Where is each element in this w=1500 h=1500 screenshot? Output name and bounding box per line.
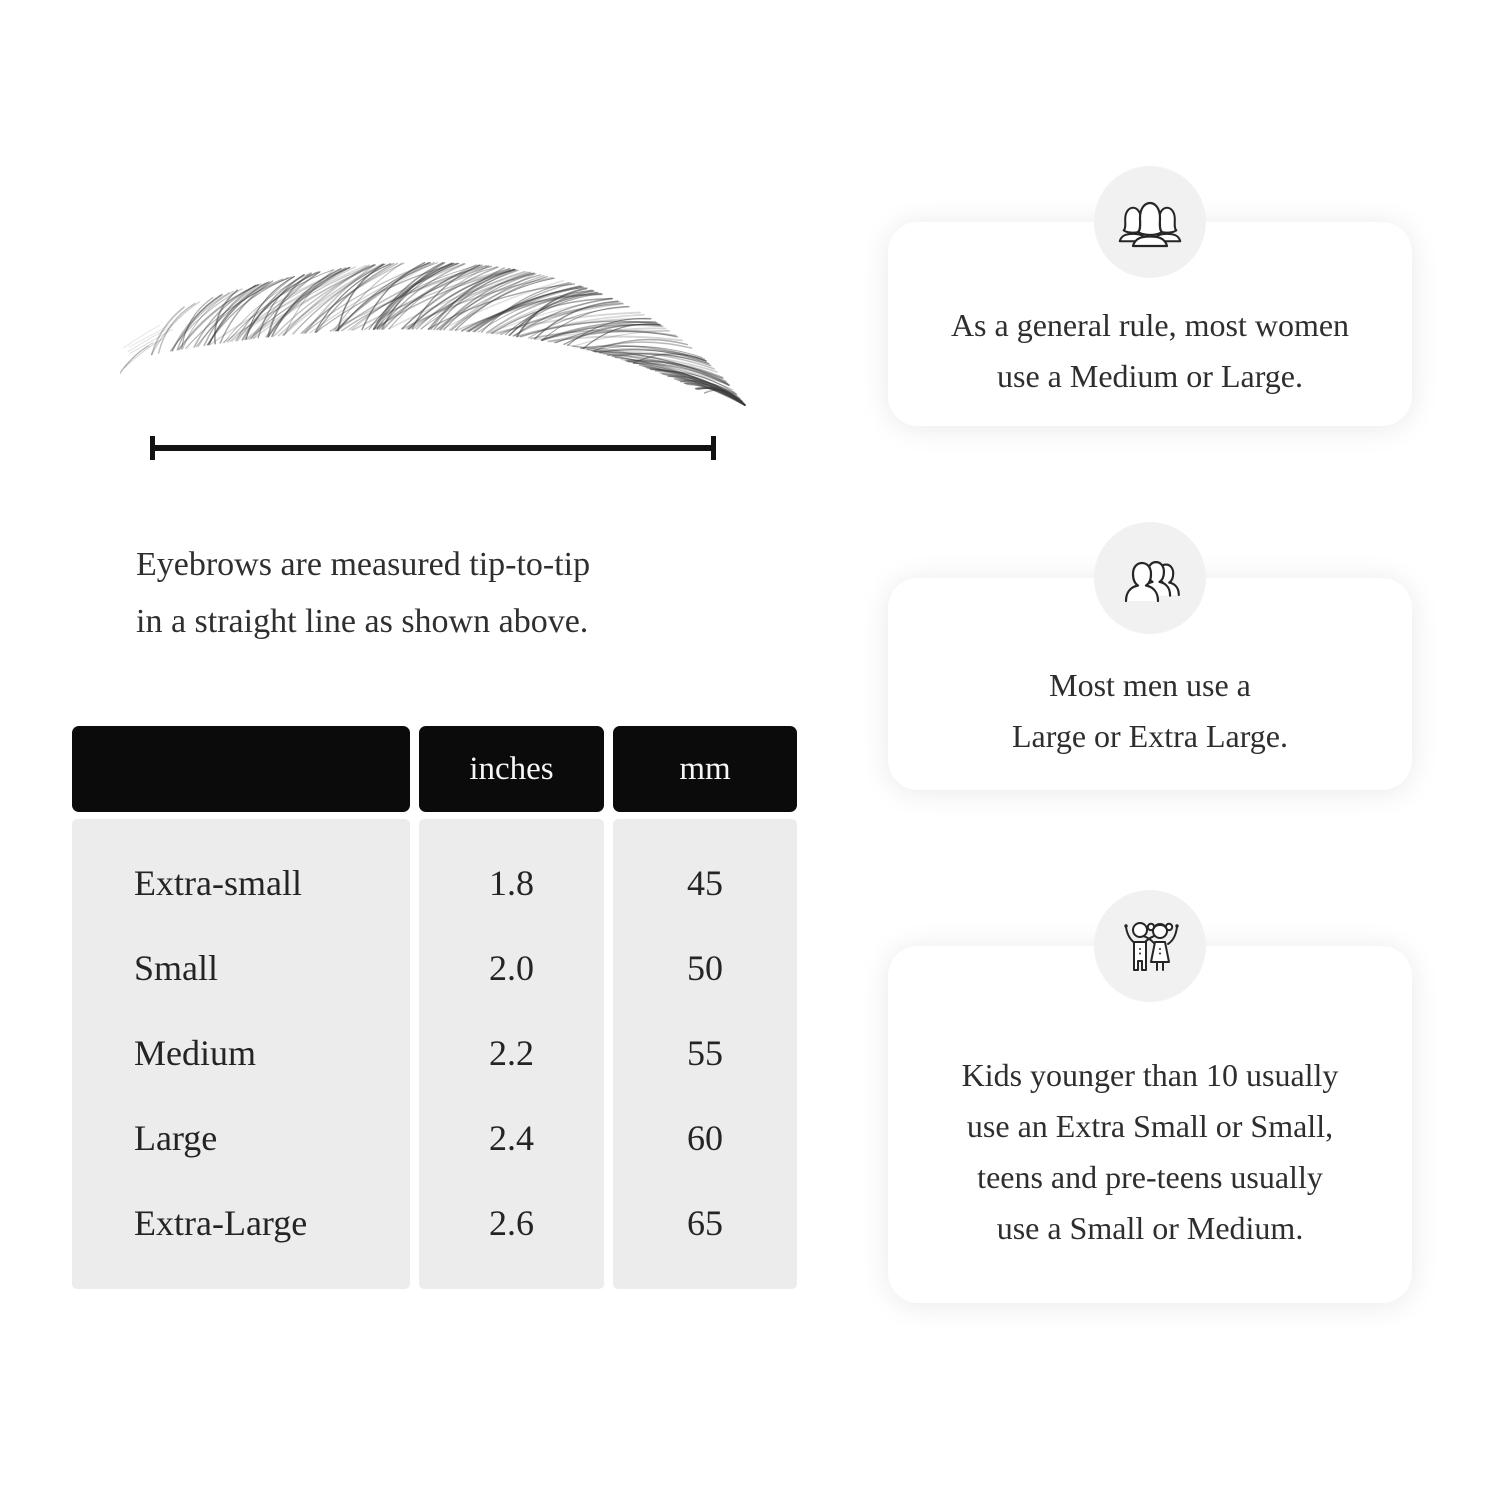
table-cell-label: Extra-small	[134, 862, 302, 903]
table-cell-inches: 2.6	[489, 1202, 534, 1243]
kids-icon	[1124, 922, 1179, 971]
table-cell-label: Extra-Large	[134, 1202, 308, 1243]
caption-line-2: in a straight line as shown above.	[136, 603, 589, 640]
table-cell-mm: 50	[687, 947, 723, 988]
info-card-women: As a general rule, most women use a Medi…	[888, 166, 1412, 426]
eyebrow-illustration	[120, 261, 746, 407]
table-cell-label: Medium	[134, 1032, 256, 1073]
measurement-caption: Eyebrows are measured tip-to-tip in a st…	[136, 536, 590, 650]
caption-line-1: Eyebrows are measured tip-to-tip	[136, 546, 591, 583]
table-cell-inches: 2.4	[489, 1117, 534, 1158]
measurement-line-right-cap	[711, 436, 716, 460]
header-cell-mm: mm	[613, 726, 797, 812]
table-cell-mm: 65	[687, 1202, 723, 1243]
table-cell-inches: 2.2	[489, 1032, 534, 1073]
measurement-line-left-cap	[150, 436, 155, 460]
table-cell-inches: 2.0	[489, 947, 534, 988]
size-table-column-inches: 1.8 2.0 2.2 2.4 2.6	[419, 819, 604, 1289]
table-cell-label: Small	[134, 947, 219, 988]
size-table-column-mm: 45 50 55 60 65	[613, 819, 797, 1289]
size-table: inches mm Extra-small Small Medium Large…	[72, 726, 797, 1289]
table-cell-label: Large	[134, 1117, 218, 1158]
kids-icon-circle	[1094, 890, 1206, 1002]
info-card-women-text: As a general rule, most women use a Medi…	[950, 307, 1350, 394]
info-card-men-text: Most men use a Large or Extra Large.	[1011, 667, 1288, 754]
info-card-kids: Kids younger than 10 usually use an Extr…	[888, 890, 1412, 1303]
measurement-line	[150, 436, 716, 460]
table-cell-mm: 45	[687, 862, 723, 903]
header-cell-blank	[72, 726, 410, 812]
men-group-icon	[1124, 561, 1180, 603]
women-group-icon	[1118, 201, 1182, 248]
men-icon-circle	[1094, 522, 1206, 634]
info-card-men: Most men use a Large or Extra Large.	[888, 522, 1412, 790]
size-table-header: inches mm	[72, 726, 797, 812]
measurement-line-bar	[155, 445, 711, 451]
header-cell-inches: inches	[419, 726, 604, 812]
table-cell-mm: 55	[687, 1032, 723, 1073]
size-table-column-labels: Extra-small Small Medium Large Extra-Lar…	[72, 819, 410, 1289]
table-cell-mm: 60	[687, 1117, 723, 1158]
table-cell-inches: 1.8	[489, 862, 534, 903]
size-table-body: Extra-small Small Medium Large Extra-Lar…	[72, 819, 797, 1289]
info-card-kids-text: Kids younger than 10 usually use an Extr…	[961, 1056, 1339, 1246]
women-icon-circle	[1094, 166, 1206, 278]
